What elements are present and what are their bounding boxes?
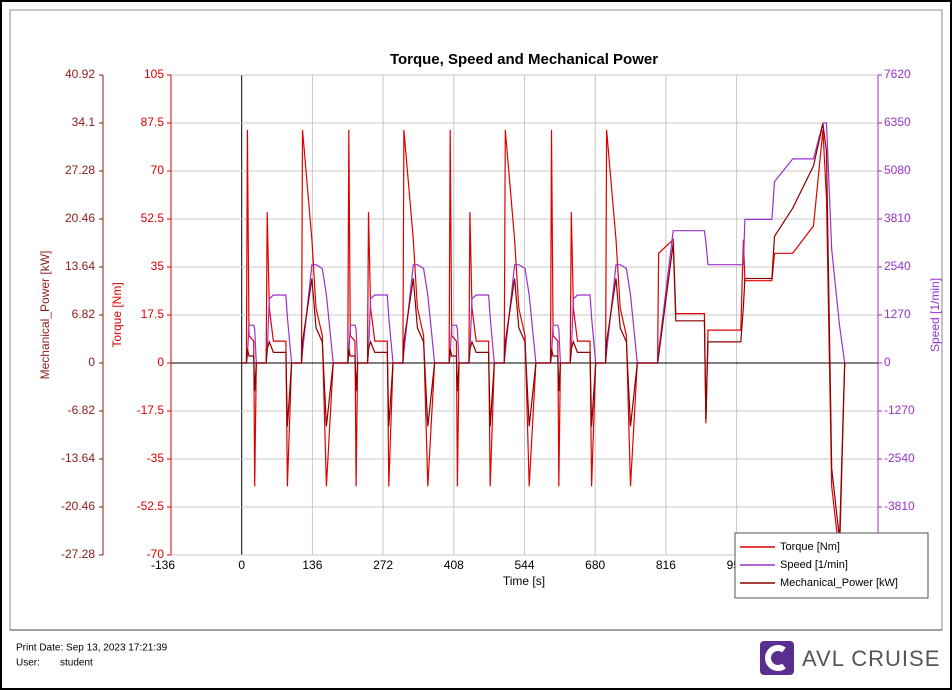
y3-tick-label: -13.64 [61,451,95,465]
y2-tick-label: 2540 [884,259,911,273]
x-tick-label: 272 [373,558,393,572]
x-tick-label: 816 [656,558,676,572]
y2-tick-label: -3810 [884,499,915,513]
x-tick-label: -136 [151,558,175,572]
y2-tick-label: 6350 [884,115,911,129]
y2-tick-label: 7620 [884,67,911,81]
y3-tick-label: 34.1 [72,115,96,129]
y2-tick-label: 1270 [884,307,911,321]
legend-label: Mechanical_Power [kW] [780,577,898,589]
y3-tick-label: 0 [88,355,95,369]
y3-tick-label: 20.46 [65,211,95,225]
y3-tick-label: 40.92 [65,67,95,81]
series-line [241,123,846,540]
x-tick-label: 680 [585,558,605,572]
y-tick-label: 87.5 [141,115,165,129]
y3-tick-label: -6.82 [68,403,96,417]
y2-tick-label: 3810 [884,211,911,225]
y-tick-label: 17.5 [141,307,165,321]
brand-logo-mark [765,645,786,671]
user-name: student [60,658,93,669]
legend-label: Speed [1/min] [780,559,848,571]
legend-label: Torque [Nm] [780,541,840,553]
x-tick-label: 0 [238,558,245,572]
x-tick-label: 136 [302,558,322,572]
print-date: Print Date: Sep 13, 2023 17:21:39 [16,643,168,654]
y3-tick-label: -20.46 [61,499,95,513]
brand-name: AVL CRUISE [802,646,940,671]
chart-title: Torque, Speed and Mechanical Power [390,51,658,68]
y-tick-label: 105 [144,67,164,81]
x-tick-label: 408 [444,558,464,572]
y2-tick-label: -1270 [884,403,915,417]
y3-tick-label: 6.82 [72,307,96,321]
series-line [241,129,846,556]
x-tick-label: 544 [514,558,534,572]
y-tick-label: 52.5 [141,211,165,225]
y2-axis-label: Speed [1/min] [928,278,942,352]
y2-tick-label: 0 [884,355,891,369]
y-tick-label: -52.5 [137,499,165,513]
y2-tick-label: 5080 [884,163,911,177]
y3-tick-label: 13.64 [65,259,95,273]
y-tick-label: 70 [151,163,165,177]
x-axis-label: Time [s] [503,574,545,588]
y-tick-label: -70 [147,547,165,561]
y2-tick-label: -2540 [884,451,915,465]
y-tick-label: -35 [147,451,165,465]
y3-tick-label: 27.28 [65,163,95,177]
y-tick-label: 0 [157,355,164,369]
y-tick-label: -17.5 [137,403,165,417]
y-axis-label: Torque [Nm] [110,282,124,347]
y3-tick-label: -27.28 [61,547,95,561]
y3-axis-label: Mechanical_Power [kW] [38,251,52,380]
user-label: User: [16,658,40,669]
y-tick-label: 35 [151,259,165,273]
